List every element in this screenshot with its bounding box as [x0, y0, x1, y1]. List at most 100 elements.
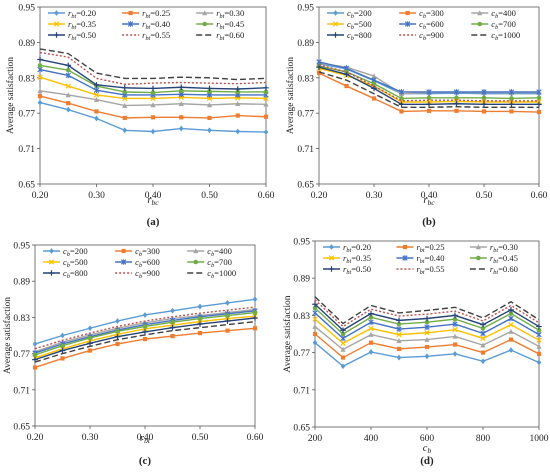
legend-label: cb=700 — [491, 19, 516, 31]
data-point — [235, 101, 241, 107]
data-point — [344, 83, 349, 89]
legend-label-value: =1000 — [214, 268, 236, 278]
legend-label-sub: b — [495, 35, 498, 42]
legend-label: rbt=0.60 — [490, 264, 518, 276]
x-tick-label: 0.60 — [531, 191, 548, 201]
data-point — [452, 326, 458, 333]
legend-label: cb=200 — [63, 246, 88, 258]
data-point — [396, 354, 402, 361]
data-point — [536, 351, 542, 356]
legend-label-main: r — [142, 8, 146, 18]
legend-label-value: =0.50 — [351, 264, 371, 274]
legend-label-value: =800 — [70, 268, 88, 278]
chart-panel-c: 0.65 0.71 0.77 0.83 0.89 0.95 0.20 0.30 0.40 0.50… — [2, 242, 264, 468]
data-point — [65, 72, 71, 79]
data-point — [179, 115, 184, 120]
series-8 — [318, 71, 539, 109]
data-point — [481, 89, 487, 95]
data-point — [150, 115, 156, 120]
data-point — [170, 319, 175, 325]
legend-label-main: r — [343, 264, 347, 274]
legend-label: cb=500 — [63, 257, 88, 269]
data-point — [399, 109, 404, 114]
data-point — [263, 114, 269, 119]
data-point — [169, 324, 176, 331]
data-point — [252, 315, 258, 321]
y-tick-label: 0.77 — [18, 110, 35, 120]
series-line — [34, 306, 256, 350]
legend-item: rbt=0.60 — [469, 264, 518, 276]
data-point — [452, 321, 458, 327]
legend-marker — [332, 32, 339, 38]
data-point — [225, 300, 230, 306]
legend-label-value: =0.45 — [224, 19, 244, 29]
data-point — [60, 343, 65, 349]
legend-label: cb=400 — [207, 246, 232, 258]
data-point — [368, 314, 374, 320]
legend-item: rbt=0.35 — [48, 19, 96, 31]
data-point — [508, 347, 514, 354]
data-point — [37, 88, 43, 94]
data-point — [170, 307, 175, 314]
legend-label-sub: b — [351, 35, 354, 42]
data-point — [93, 96, 100, 102]
data-point — [206, 85, 213, 92]
data-point — [197, 316, 203, 321]
legend-label-sub: bt — [145, 35, 150, 42]
data-point — [206, 102, 213, 108]
data-point — [37, 99, 43, 106]
data-point — [94, 109, 99, 114]
legend-marker — [333, 10, 338, 16]
legend-label-value: =900 — [426, 30, 444, 40]
legend-label-sub: b — [423, 24, 426, 31]
chart-panel-d: 0.65 0.71 0.77 0.83 0.89 0.95 200 400 600 800 1000… — [282, 238, 549, 468]
data-point — [536, 101, 542, 108]
data-point — [150, 85, 156, 92]
legend-label-main: r — [216, 8, 220, 18]
legend-label-value: =0.30 — [498, 242, 518, 252]
data-point — [235, 89, 241, 95]
series-7 — [314, 299, 540, 328]
legend-marker — [54, 10, 59, 16]
data-point — [115, 328, 120, 334]
data-point — [252, 310, 258, 315]
legend-label-value: =0.55 — [425, 264, 445, 274]
data-point — [426, 108, 432, 113]
legend-label-sub: bt — [71, 35, 76, 42]
legend-item: rbt=0.40 — [396, 253, 445, 265]
legend-item: cb=500 — [43, 257, 88, 269]
legend-item: rbt=0.50 — [323, 264, 371, 276]
x-tick-label: 0.30 — [82, 433, 99, 443]
data-point — [207, 115, 212, 121]
y-tick-label: 0.83 — [13, 314, 30, 324]
data-point — [368, 319, 374, 326]
legend-marker — [48, 259, 55, 265]
legend-label-sub: b — [67, 251, 70, 258]
data-point — [508, 315, 514, 322]
legend-label-sub: b — [351, 13, 354, 20]
data-point — [396, 338, 402, 344]
legend-item: cb=800 — [43, 268, 88, 280]
data-point — [150, 90, 156, 95]
data-point — [142, 329, 148, 335]
legend-label-sub: b — [495, 24, 498, 31]
data-point — [142, 337, 148, 342]
data-point — [424, 344, 430, 350]
y-tick-label: 0.71 — [297, 145, 314, 155]
panel-label: (c) — [139, 455, 152, 467]
legend-label-sub: bt — [346, 269, 351, 276]
y-tick-label: 0.71 — [293, 386, 310, 396]
data-point — [142, 312, 148, 318]
data-point — [312, 339, 318, 346]
data-point — [197, 303, 203, 310]
legend-label-sub: b — [139, 273, 142, 280]
legend-marker — [476, 255, 481, 261]
x-tick-label: 0.50 — [476, 191, 493, 201]
x-tick-label: 600 — [420, 434, 435, 444]
legend-label: rbt=0.35 — [343, 253, 371, 265]
data-point — [340, 355, 346, 360]
legend-label-sub: b — [351, 24, 354, 31]
data-point — [225, 313, 230, 318]
